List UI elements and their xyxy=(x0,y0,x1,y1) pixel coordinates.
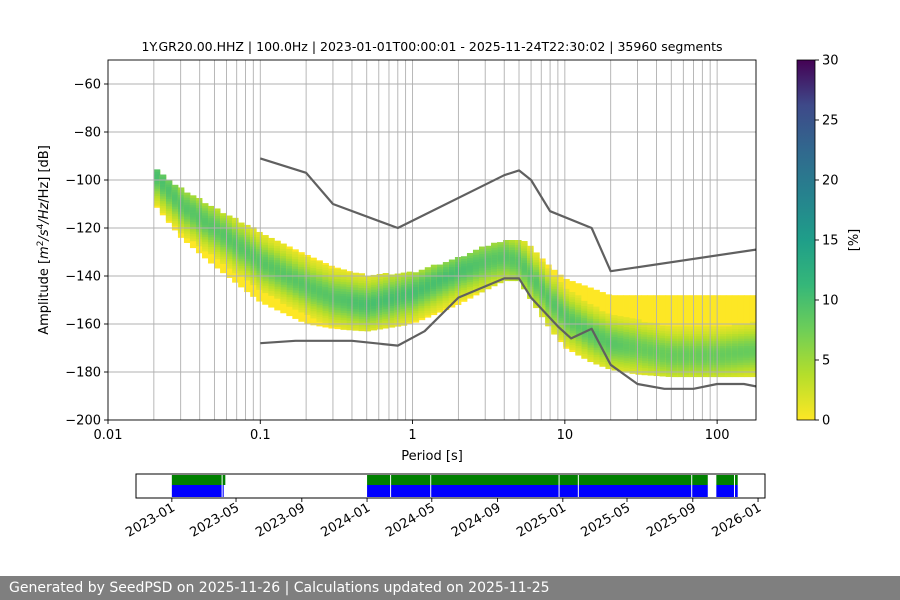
y-tick-label: −100 xyxy=(65,174,101,189)
data-available-bar xyxy=(716,475,738,485)
chart-title: 1Y.GR20.00.HHZ | 100.0Hz | 2023-01-01T00… xyxy=(141,39,722,54)
timeline-tick-label: 2023-05 xyxy=(187,500,242,540)
colorbar-axis: 0 5 10 15 20 25 30 xyxy=(815,54,839,429)
y-tick-label: −120 xyxy=(65,222,101,237)
noise-model-high-line xyxy=(259,157,756,273)
y-axis: −200 −180 −160 −140 −120 −100 −80 −60 xyxy=(65,78,108,429)
timeline-tick-label: 2023-01 xyxy=(123,500,178,540)
colorbar-tick-label: 10 xyxy=(822,294,839,309)
x-tick-label: 100 xyxy=(705,428,730,443)
x-tick-label: 10 xyxy=(557,428,574,443)
colorbar-tick-label: 20 xyxy=(822,174,839,189)
timeline-tick-label: 2024-05 xyxy=(383,500,438,540)
x-axis-label: Period [s] xyxy=(401,449,463,464)
psd-computed-bar xyxy=(367,485,708,497)
grid-lines xyxy=(108,60,756,420)
y-tick-label: −140 xyxy=(65,270,101,285)
psd-computed-bar xyxy=(171,485,224,497)
x-axis: 0.01 0.1 1 10 100 xyxy=(94,420,730,443)
y-axis-label: Amplitude [m2/s4/Hz/Hz] [dB] xyxy=(36,145,52,335)
y-tick-label: −60 xyxy=(74,78,101,93)
colorbar-label: [%] xyxy=(847,229,862,252)
timeline-frame-outline xyxy=(135,473,766,499)
colorbar-tick-label: 0 xyxy=(822,414,830,429)
x-tick-label: 0.01 xyxy=(94,428,123,443)
colorbar-tick-label: 5 xyxy=(822,354,830,369)
x-tick-label: 1 xyxy=(408,428,416,443)
footer: Generated by SeedPSD on 2025-11-26 | Cal… xyxy=(0,576,900,600)
y-tick-label: −160 xyxy=(65,318,101,333)
data-available-bar xyxy=(367,475,708,485)
noise-model-low-line xyxy=(260,277,756,390)
timeline-bars xyxy=(171,475,738,497)
plot-frame xyxy=(107,59,757,421)
y-tick-label: −180 xyxy=(65,366,101,381)
timeline-axis: 2023-01 2023-05 2023-09 2024-01 2024-05 2024-… xyxy=(123,498,764,541)
x-tick-label: 0.1 xyxy=(250,428,271,443)
y-tick-label: −200 xyxy=(65,414,101,429)
timeline-tick-label: 2025-09 xyxy=(644,500,699,540)
noise-model-lines xyxy=(259,157,756,390)
colorbar xyxy=(796,59,816,421)
data-available-bar xyxy=(171,475,226,485)
timeline-tick-label: 2023-09 xyxy=(253,500,308,540)
timeline-tick-label: 2024-01 xyxy=(319,500,374,540)
timeline-tick-label: 2026-01 xyxy=(709,500,764,540)
timeline-tick-label: 2025-01 xyxy=(514,500,569,540)
psd-computed-bar xyxy=(716,485,738,497)
colorbar-tick-label: 15 xyxy=(822,234,839,249)
timeline-tick-label: 2025-05 xyxy=(578,500,633,540)
y-tick-label: −80 xyxy=(74,126,101,141)
colorbar-tick-label: 30 xyxy=(822,54,839,69)
timeline-tick-label: 2024-09 xyxy=(449,500,504,540)
colorbar-tick-label: 25 xyxy=(822,114,839,129)
